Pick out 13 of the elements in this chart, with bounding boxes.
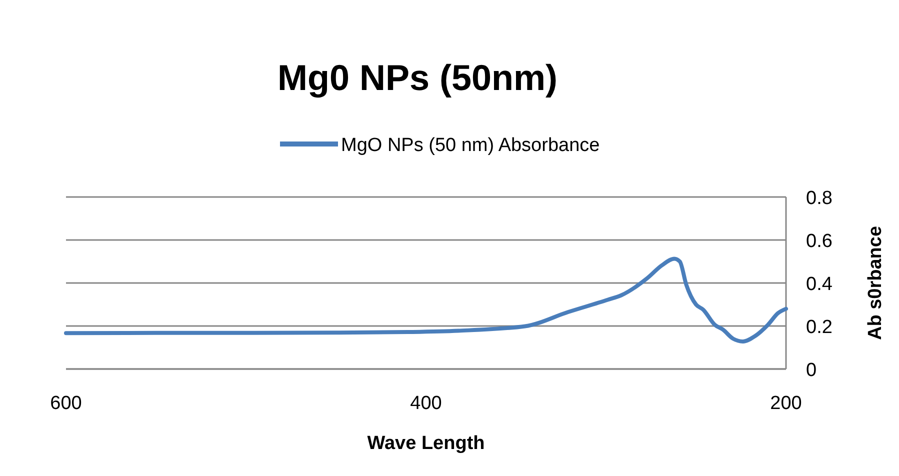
y-axis-title: Ab s0rbance — [865, 226, 886, 340]
x-tick-label: 600 — [50, 393, 82, 414]
y-tick-label: 0.6 — [806, 231, 832, 252]
chart-title: Mg0 NPs (50nm) — [277, 57, 558, 98]
y-tick-label: 0.4 — [806, 274, 833, 295]
x-tick-label: 200 — [770, 393, 802, 414]
x-axis-title: Wave Length — [367, 433, 485, 454]
x-tick-label: 400 — [410, 393, 442, 414]
y-tick-label: 0.8 — [806, 188, 832, 209]
line-series — [64, 256, 788, 344]
y-tick-label: 0 — [806, 360, 817, 381]
y-tick-label: 0.2 — [806, 317, 832, 338]
legend-label: MgO NPs (50 nm) Absorbance — [341, 135, 600, 156]
